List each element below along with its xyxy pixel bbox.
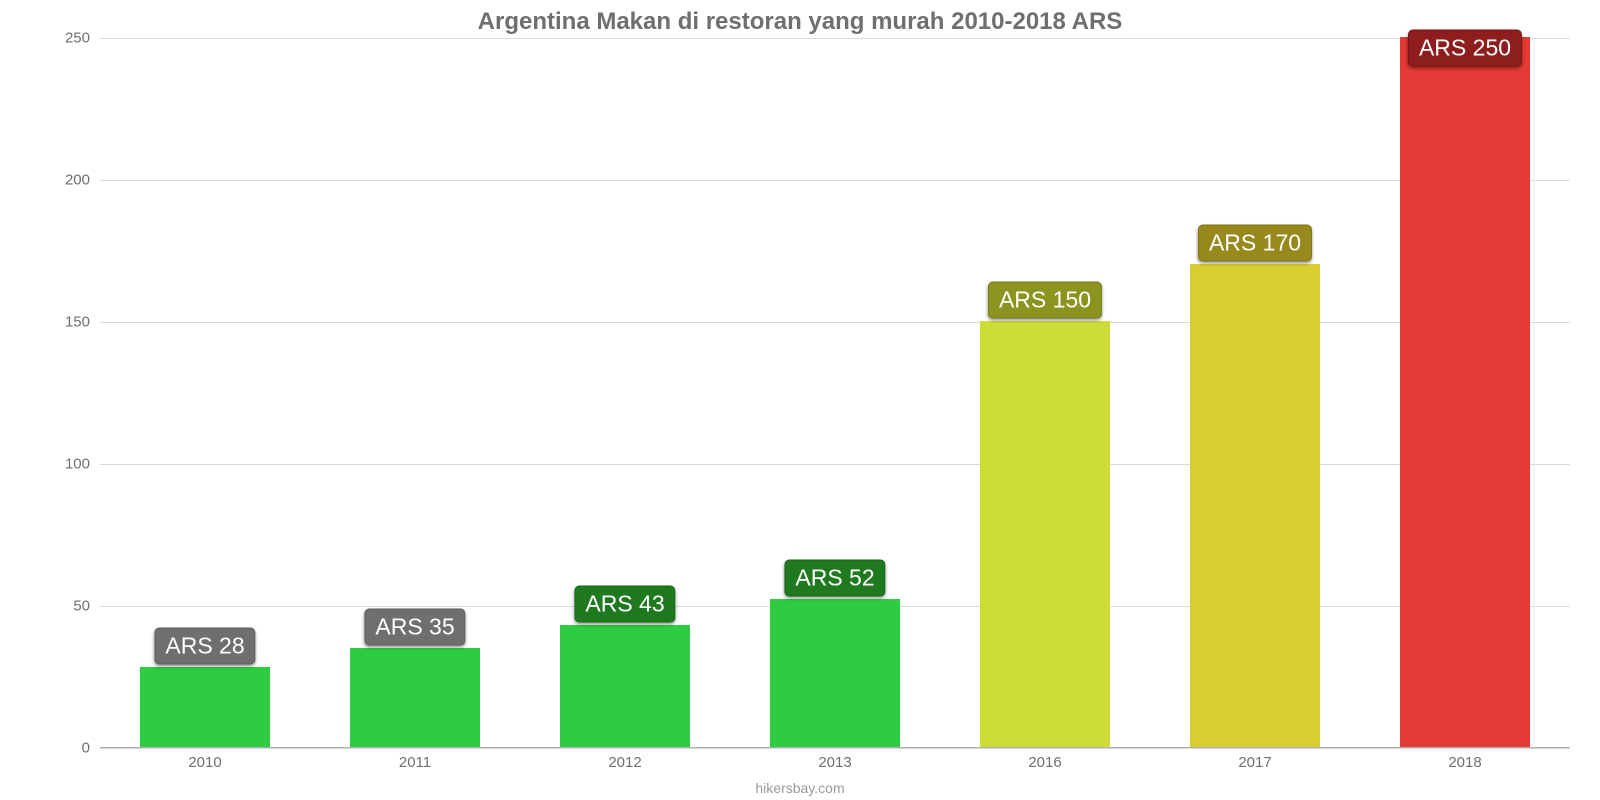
gridline: [100, 748, 1570, 749]
x-axis-tick-label: 2010: [188, 754, 221, 771]
y-axis-tick-label: 0: [82, 740, 90, 757]
bar-value-label: ARS 52: [784, 560, 885, 597]
x-axis-tick-label: 2016: [1028, 754, 1061, 771]
y-axis-tick-label: 150: [65, 314, 90, 331]
bar-value-label: ARS 35: [364, 608, 465, 645]
bar: [560, 625, 690, 747]
y-axis-tick-label: 100: [65, 456, 90, 473]
x-axis-tick-label: 2013: [818, 754, 851, 771]
bar: [1400, 37, 1530, 747]
plot-area: [100, 38, 1570, 748]
bars-container: [100, 38, 1570, 747]
bar-value-label: ARS 150: [988, 282, 1102, 319]
bar: [1190, 264, 1320, 747]
x-axis-tick-label: 2011: [399, 754, 431, 771]
bar-value-label: ARS 28: [154, 628, 255, 665]
x-axis-tick-label: 2012: [608, 754, 641, 771]
y-axis-tick-label: 50: [73, 598, 90, 615]
y-axis-tick-label: 250: [65, 30, 90, 47]
bar-value-label: ARS 250: [1408, 30, 1522, 67]
bar-value-label: ARS 170: [1198, 225, 1312, 262]
bar: [140, 667, 270, 747]
bar: [980, 321, 1110, 747]
chart-title: Argentina Makan di restoran yang murah 2…: [0, 8, 1600, 36]
x-axis-tick-label: 2017: [1238, 754, 1271, 771]
y-axis-tick-label: 200: [65, 172, 90, 189]
chart-footer: hikersbay.com: [0, 780, 1600, 796]
bar: [770, 599, 900, 747]
x-axis-tick-label: 2018: [1448, 754, 1481, 771]
bar-value-label: ARS 43: [574, 585, 675, 622]
bar: [350, 648, 480, 747]
